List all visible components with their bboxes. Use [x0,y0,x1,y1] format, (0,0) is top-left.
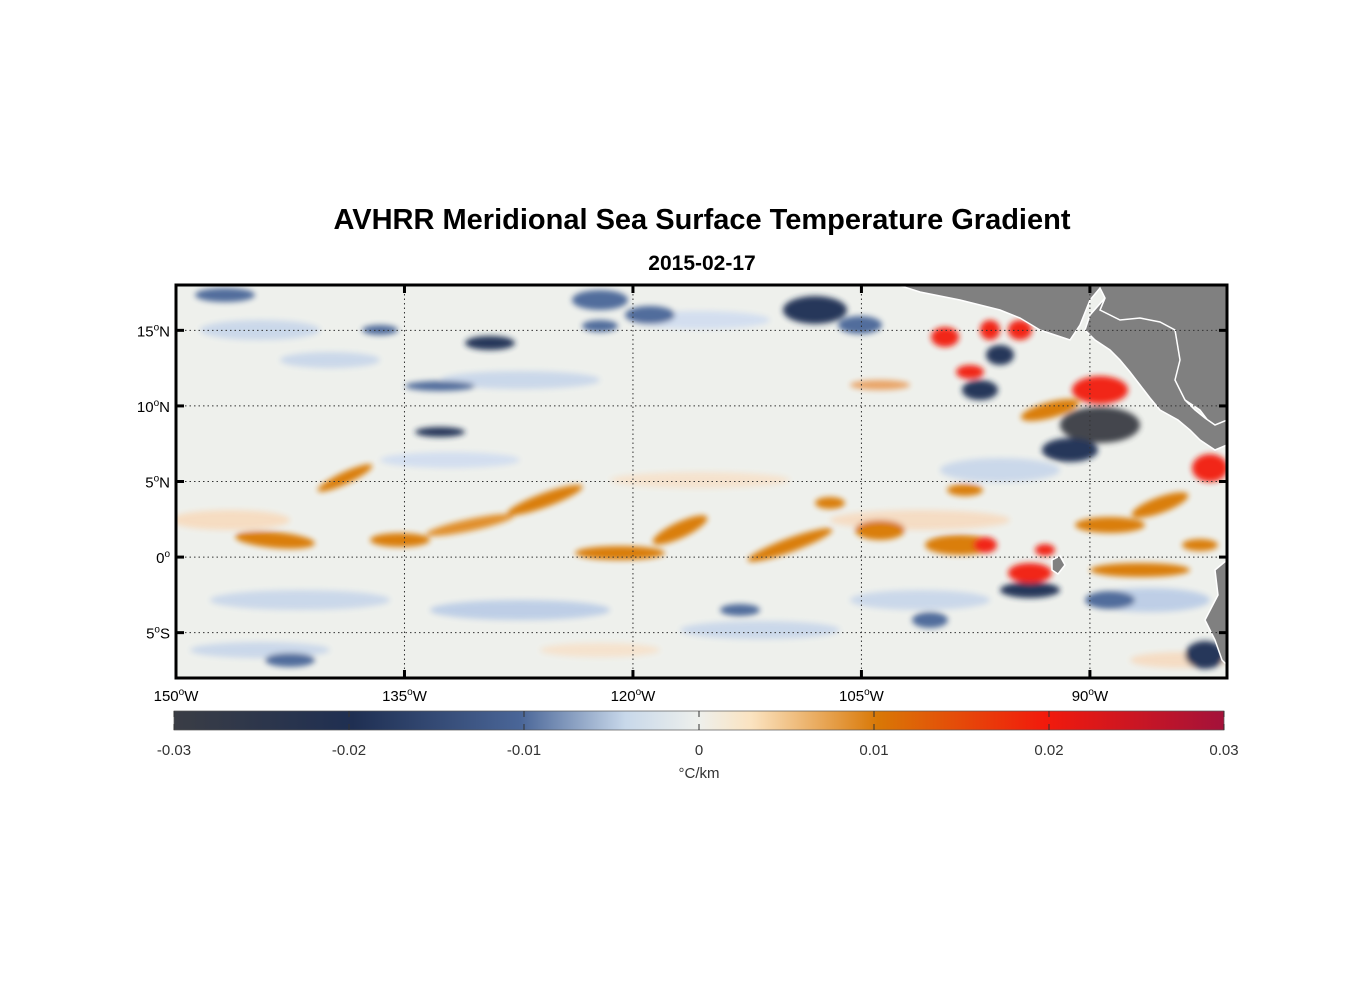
lat-tick-label: 15oN [137,322,170,340]
lat-tick-label: 10oN [137,398,170,416]
latitude-tick-labels: 15oN 10oN 5oN 0o 5oS [137,322,171,642]
colorbar-tick-label: 0.01 [859,742,888,759]
colorbar-tick-label: -0.02 [332,742,366,759]
lon-tick-label: 120oW [611,687,657,705]
longitude-tick-labels: 150oW 135oW 120oW 105oW 90oW [154,687,1109,705]
colorbar-tick-label: 0 [695,742,703,759]
colorbar: -0.03 -0.02 -0.01 0 0.01 0.02 0.03 °C/km [157,710,1239,782]
lon-tick-label: 105oW [839,687,885,705]
land-central-america-north [1084,297,1227,451]
colorbar-tick-label: -0.01 [507,742,541,759]
colorbar-tick-label: 0.02 [1034,742,1063,759]
lon-tick-label: 90oW [1072,687,1109,705]
map-frame [174,283,1229,680]
lat-tick-label: 5oN [145,474,170,492]
figure-title: AVHRR Meridional Sea Surface Temperature… [333,204,1071,236]
lat-tick-label: 5oS [146,625,170,643]
colorbar-tick-label: -0.03 [157,742,191,759]
colorbar-label: °C/km [679,765,720,782]
figure-subtitle: 2015-02-17 [648,252,756,275]
sst-gradient-field [176,285,1227,678]
lat-tick-label: 0o [156,549,170,567]
colorbar-tick-label: 0.03 [1209,742,1238,759]
colorbar-ticks: -0.03 -0.02 -0.01 0 0.01 0.02 0.03 [157,711,1239,759]
lon-tick-label: 135oW [382,687,428,705]
lon-tick-label: 150oW [154,687,200,705]
